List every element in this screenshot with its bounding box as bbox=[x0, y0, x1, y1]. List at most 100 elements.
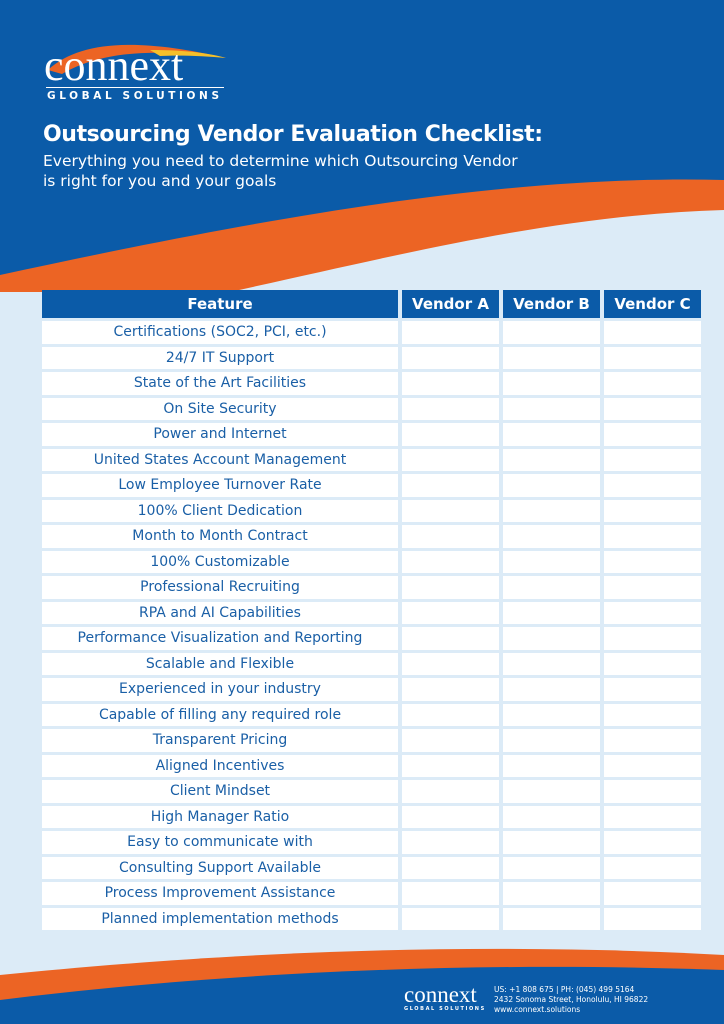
vendor-c-cell[interactable] bbox=[604, 423, 701, 446]
footer-website[interactable]: www.connext.solutions bbox=[494, 1005, 581, 1014]
vendor-a-cell[interactable] bbox=[402, 346, 499, 369]
vendor-c-cell[interactable] bbox=[604, 627, 701, 650]
vendor-b-cell[interactable] bbox=[503, 729, 600, 752]
table-row: Experienced in your industry bbox=[42, 678, 701, 701]
vendor-c-cell[interactable] bbox=[604, 780, 701, 803]
table-row: 100% Customizable bbox=[42, 550, 701, 573]
vendor-b-cell[interactable] bbox=[503, 474, 600, 497]
vendor-c-cell[interactable] bbox=[604, 754, 701, 777]
feature-cell: Scalable and Flexible bbox=[42, 652, 398, 675]
vendor-c-cell[interactable] bbox=[604, 729, 701, 752]
table-row: Professional Recruiting bbox=[42, 576, 701, 599]
vendor-a-cell[interactable] bbox=[402, 678, 499, 701]
vendor-b-cell[interactable] bbox=[503, 423, 600, 446]
table-row: 100% Client Dedication bbox=[42, 499, 701, 522]
vendor-a-cell[interactable] bbox=[402, 321, 499, 344]
vendor-b-cell[interactable] bbox=[503, 652, 600, 675]
table-row: Low Employee Turnover Rate bbox=[42, 474, 701, 497]
feature-cell: Client Mindset bbox=[42, 780, 398, 803]
vendor-c-cell[interactable] bbox=[604, 576, 701, 599]
table-row: High Manager Ratio bbox=[42, 805, 701, 828]
vendor-b-cell[interactable] bbox=[503, 346, 600, 369]
vendor-a-cell[interactable] bbox=[402, 474, 499, 497]
vendor-a-cell[interactable] bbox=[402, 499, 499, 522]
feature-cell: United States Account Management bbox=[42, 448, 398, 471]
vendor-b-cell[interactable] bbox=[503, 397, 600, 420]
vendor-c-cell[interactable] bbox=[604, 831, 701, 854]
vendor-a-cell[interactable] bbox=[402, 550, 499, 573]
vendor-b-cell[interactable] bbox=[503, 780, 600, 803]
vendor-a-cell[interactable] bbox=[402, 856, 499, 879]
vendor-a-cell[interactable] bbox=[402, 627, 499, 650]
vendor-a-cell[interactable] bbox=[402, 805, 499, 828]
vendor-a-cell[interactable] bbox=[402, 372, 499, 395]
vendor-a-cell[interactable] bbox=[402, 831, 499, 854]
vendor-a-cell[interactable] bbox=[402, 525, 499, 548]
vendor-c-cell[interactable] bbox=[604, 805, 701, 828]
vendor-a-cell[interactable] bbox=[402, 652, 499, 675]
vendor-c-cell[interactable] bbox=[604, 448, 701, 471]
footer-address: 2432 Sonoma Street, Honolulu, HI 96822 bbox=[494, 995, 649, 1004]
vendor-c-cell[interactable] bbox=[604, 397, 701, 420]
vendor-c-cell[interactable] bbox=[604, 907, 701, 930]
vendor-a-cell[interactable] bbox=[402, 907, 499, 930]
vendor-c-cell[interactable] bbox=[604, 372, 701, 395]
vendor-c-cell[interactable] bbox=[604, 346, 701, 369]
vendor-b-cell[interactable] bbox=[503, 627, 600, 650]
vendor-c-cell[interactable] bbox=[604, 678, 701, 701]
vendor-a-cell[interactable] bbox=[402, 729, 499, 752]
feature-cell: 24/7 IT Support bbox=[42, 346, 398, 369]
vendor-a-cell[interactable] bbox=[402, 423, 499, 446]
feature-cell: High Manager Ratio bbox=[42, 805, 398, 828]
vendor-a-cell[interactable] bbox=[402, 576, 499, 599]
vendor-b-cell[interactable] bbox=[503, 372, 600, 395]
table-row: Certifications (SOC2, PCI, etc.) bbox=[42, 321, 701, 344]
vendor-a-cell[interactable] bbox=[402, 882, 499, 905]
vendor-b-cell[interactable] bbox=[503, 499, 600, 522]
vendor-b-cell[interactable] bbox=[503, 576, 600, 599]
vendor-c-cell[interactable] bbox=[604, 525, 701, 548]
footer-logo-wordmark: connext bbox=[404, 982, 477, 1007]
vendor-b-cell[interactable] bbox=[503, 525, 600, 548]
vendor-b-cell[interactable] bbox=[503, 678, 600, 701]
vendor-c-cell[interactable] bbox=[604, 474, 701, 497]
table-row: Month to Month Contract bbox=[42, 525, 701, 548]
vendor-a-cell[interactable] bbox=[402, 601, 499, 624]
vendor-b-cell[interactable] bbox=[503, 550, 600, 573]
vendor-b-cell[interactable] bbox=[503, 448, 600, 471]
vendor-a-cell[interactable] bbox=[402, 780, 499, 803]
vendor-c-cell[interactable] bbox=[604, 321, 701, 344]
vendor-a-cell[interactable] bbox=[402, 397, 499, 420]
feature-cell: Process Improvement Assistance bbox=[42, 882, 398, 905]
feature-cell: Low Employee Turnover Rate bbox=[42, 474, 398, 497]
vendor-b-cell[interactable] bbox=[503, 831, 600, 854]
vendor-b-cell[interactable] bbox=[503, 703, 600, 726]
table-row: Transparent Pricing bbox=[42, 729, 701, 752]
column-header-vendor-c: Vendor C bbox=[604, 290, 701, 318]
vendor-b-cell[interactable] bbox=[503, 882, 600, 905]
vendor-b-cell[interactable] bbox=[503, 321, 600, 344]
table-row: Client Mindset bbox=[42, 780, 701, 803]
vendor-a-cell[interactable] bbox=[402, 703, 499, 726]
vendor-b-cell[interactable] bbox=[503, 805, 600, 828]
vendor-a-cell[interactable] bbox=[402, 754, 499, 777]
vendor-b-cell[interactable] bbox=[503, 601, 600, 624]
feature-cell: Capable of filling any required role bbox=[42, 703, 398, 726]
vendor-b-cell[interactable] bbox=[503, 856, 600, 879]
table-row: Aligned Incentives bbox=[42, 754, 701, 777]
vendor-c-cell[interactable] bbox=[604, 882, 701, 905]
vendor-c-cell[interactable] bbox=[604, 856, 701, 879]
table-row: Power and Internet bbox=[42, 423, 701, 446]
footer-logo: connext GLOBAL SOLUTIONS bbox=[404, 983, 486, 1012]
logo-wordmark: connext bbox=[44, 41, 184, 90]
vendor-c-cell[interactable] bbox=[604, 703, 701, 726]
vendor-b-cell[interactable] bbox=[503, 907, 600, 930]
vendor-c-cell[interactable] bbox=[604, 601, 701, 624]
vendor-b-cell[interactable] bbox=[503, 754, 600, 777]
column-header-vendor-a: Vendor A bbox=[402, 290, 499, 318]
vendor-c-cell[interactable] bbox=[604, 499, 701, 522]
vendor-a-cell[interactable] bbox=[402, 448, 499, 471]
vendor-c-cell[interactable] bbox=[604, 550, 701, 573]
vendor-c-cell[interactable] bbox=[604, 652, 701, 675]
